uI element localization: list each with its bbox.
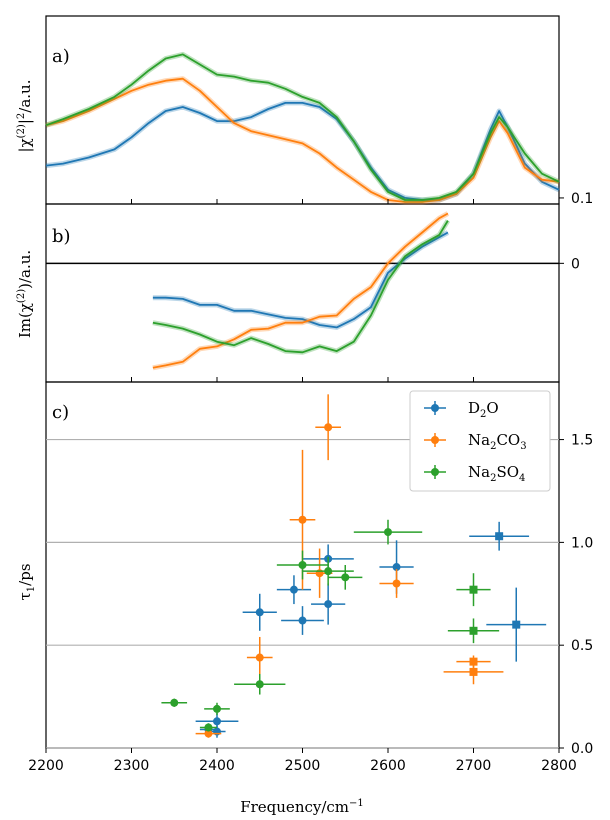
point-na2so4-2-marker — [213, 704, 221, 713]
point-na2co3-4-marker — [324, 423, 333, 432]
point-na2so4-6-marker — [341, 573, 350, 582]
xtick-label-2700: 2700 — [456, 758, 492, 774]
point-d2o-5-marker — [298, 616, 307, 625]
line-a-na2so4 — [45, 53, 560, 201]
ytick-label-c-0: 0.0 — [571, 741, 593, 757]
panel-a-label: a) — [52, 46, 70, 67]
legend-label-na2co3: Na2CO3 — [468, 431, 527, 452]
ytick-label-c-1.5: 1.5 — [571, 433, 593, 449]
panel-b-frame — [45, 203, 560, 383]
point-na2co3-2-marker — [298, 515, 307, 524]
point-na2co3-0-marker — [204, 729, 213, 738]
band-b-na2co3 — [152, 211, 450, 371]
points-layer — [161, 394, 547, 738]
ytick-label-b-0: 0 — [571, 256, 580, 272]
point-d2o-3-marker — [255, 608, 264, 617]
point-na2co3-7-marker — [469, 667, 478, 676]
line-b-na2co3 — [152, 212, 449, 369]
point-d2o-1-marker — [213, 717, 221, 726]
legend-entry-na2so4: Na2SO4 — [424, 463, 525, 484]
legend-box — [409, 390, 551, 492]
point-d2o-4-marker — [289, 585, 298, 594]
ytick-label-a-0.1: 0.1 — [571, 191, 593, 207]
legend-entry-d2o: D2O — [424, 399, 499, 420]
xtick-label-2200: 2200 — [28, 758, 64, 774]
panel-c-ylabel: τ1/ps — [16, 563, 37, 600]
point-na2so4-7-marker — [384, 528, 392, 537]
xtick-label-2400: 2400 — [199, 758, 235, 774]
xtick-label-2300: 2300 — [114, 758, 150, 774]
point-na2so4-3-marker — [255, 680, 264, 689]
line-b-d2o — [152, 231, 449, 329]
panel-b-label: b) — [52, 226, 71, 247]
panel-c-label: c) — [52, 402, 69, 423]
point-na2so4-0-marker — [170, 698, 179, 707]
point-d2o-9-marker — [495, 532, 504, 541]
point-na2so4-9-marker — [469, 626, 478, 635]
point-d2o-7-marker — [324, 600, 333, 609]
point-d2o-8-marker — [392, 563, 401, 572]
x-axis-label: Frequency/cm−1 — [240, 798, 364, 816]
point-na2co3-5-marker — [392, 579, 401, 588]
legend-marker-na2co3 — [431, 436, 439, 444]
legend-marker-na2so4 — [431, 468, 439, 476]
line-b-na2so4 — [152, 220, 449, 354]
point-na2so4-8-marker — [469, 585, 478, 594]
line-a-na2co3 — [45, 77, 560, 203]
point-d2o-10-marker — [512, 620, 521, 629]
band-a-na2so4 — [45, 51, 561, 203]
legend-label-d2o: D2O — [468, 399, 499, 420]
point-na2so4-1-marker — [204, 723, 213, 732]
lines-layer — [45, 51, 561, 371]
legend: D2O Na2CO3 Na2SO4 — [409, 390, 551, 492]
band-b-na2so4 — [152, 219, 451, 355]
point-na2so4-5-marker — [324, 567, 333, 576]
legend-marker-d2o — [431, 404, 439, 412]
panel-a-ylabel: |χ(2)|2/a.u. — [16, 80, 34, 153]
legend-label-na2so4: Na2SO4 — [468, 463, 525, 484]
point-na2so4-4-marker — [298, 561, 307, 569]
panel-a-frame — [45, 15, 560, 205]
ticks-layer: 0 0.1 0.0 0.5 1.0 1.5 2200 2300 2400 2500 2600 2700… — [28, 191, 593, 774]
legend-entry-na2co3: Na2CO3 — [424, 431, 527, 452]
ytick-label-c-1: 1.0 — [571, 535, 593, 551]
xtick-label-2800: 2800 — [541, 758, 577, 774]
point-na2co3-1-marker — [255, 653, 264, 662]
panel-b-ylabel: Im(χ(2))/a.u. — [16, 250, 34, 338]
xtick-label-2600: 2600 — [370, 758, 406, 774]
xtick-label-2500: 2500 — [285, 758, 321, 774]
line-a-d2o — [45, 102, 560, 201]
ytick-label-c-0.5: 0.5 — [571, 638, 593, 654]
